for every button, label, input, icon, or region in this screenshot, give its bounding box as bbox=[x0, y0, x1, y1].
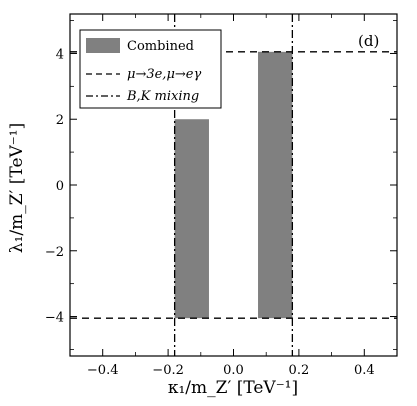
x-tick-label: −0.4 bbox=[87, 363, 119, 378]
legend-label-bk-mixing: B,K mixing bbox=[126, 89, 199, 104]
y-axis-label: λ₁/m_Z′ [TeV⁻¹] bbox=[7, 123, 27, 253]
legend-label-mu-decay: μ→3e,μ→eγ bbox=[127, 67, 201, 82]
legend-label-combined: Combined bbox=[127, 39, 194, 54]
x-tick-label: 0.2 bbox=[289, 363, 310, 378]
panel-label: (d) bbox=[358, 32, 379, 50]
y-tick-label: 0 bbox=[56, 179, 64, 194]
x-tick-label: 0.0 bbox=[223, 363, 244, 378]
combined-regions bbox=[174, 51, 293, 319]
y-tick-label: −2 bbox=[45, 245, 64, 260]
tick-labels: −0.4 −0.2 0.0 0.2 0.4 −4 −2 0 2 4 bbox=[45, 47, 375, 378]
legend-swatch-combined bbox=[86, 38, 120, 53]
combined-region-1 bbox=[258, 51, 293, 319]
combined-region-0 bbox=[174, 119, 209, 319]
x-axis-label: κ₁/m_Z′ [TeV⁻¹] bbox=[168, 378, 298, 398]
y-tick-label: −4 bbox=[45, 311, 64, 326]
x-tick-label: −0.2 bbox=[152, 363, 184, 378]
y-tick-label: 4 bbox=[56, 47, 64, 62]
legend: Combined μ→3e,μ→eγ B,K mixing bbox=[79, 29, 222, 109]
x-tick-label: 0.4 bbox=[354, 363, 375, 378]
axis-ticks bbox=[69, 14, 398, 356]
y-tick-label: 2 bbox=[56, 113, 64, 128]
